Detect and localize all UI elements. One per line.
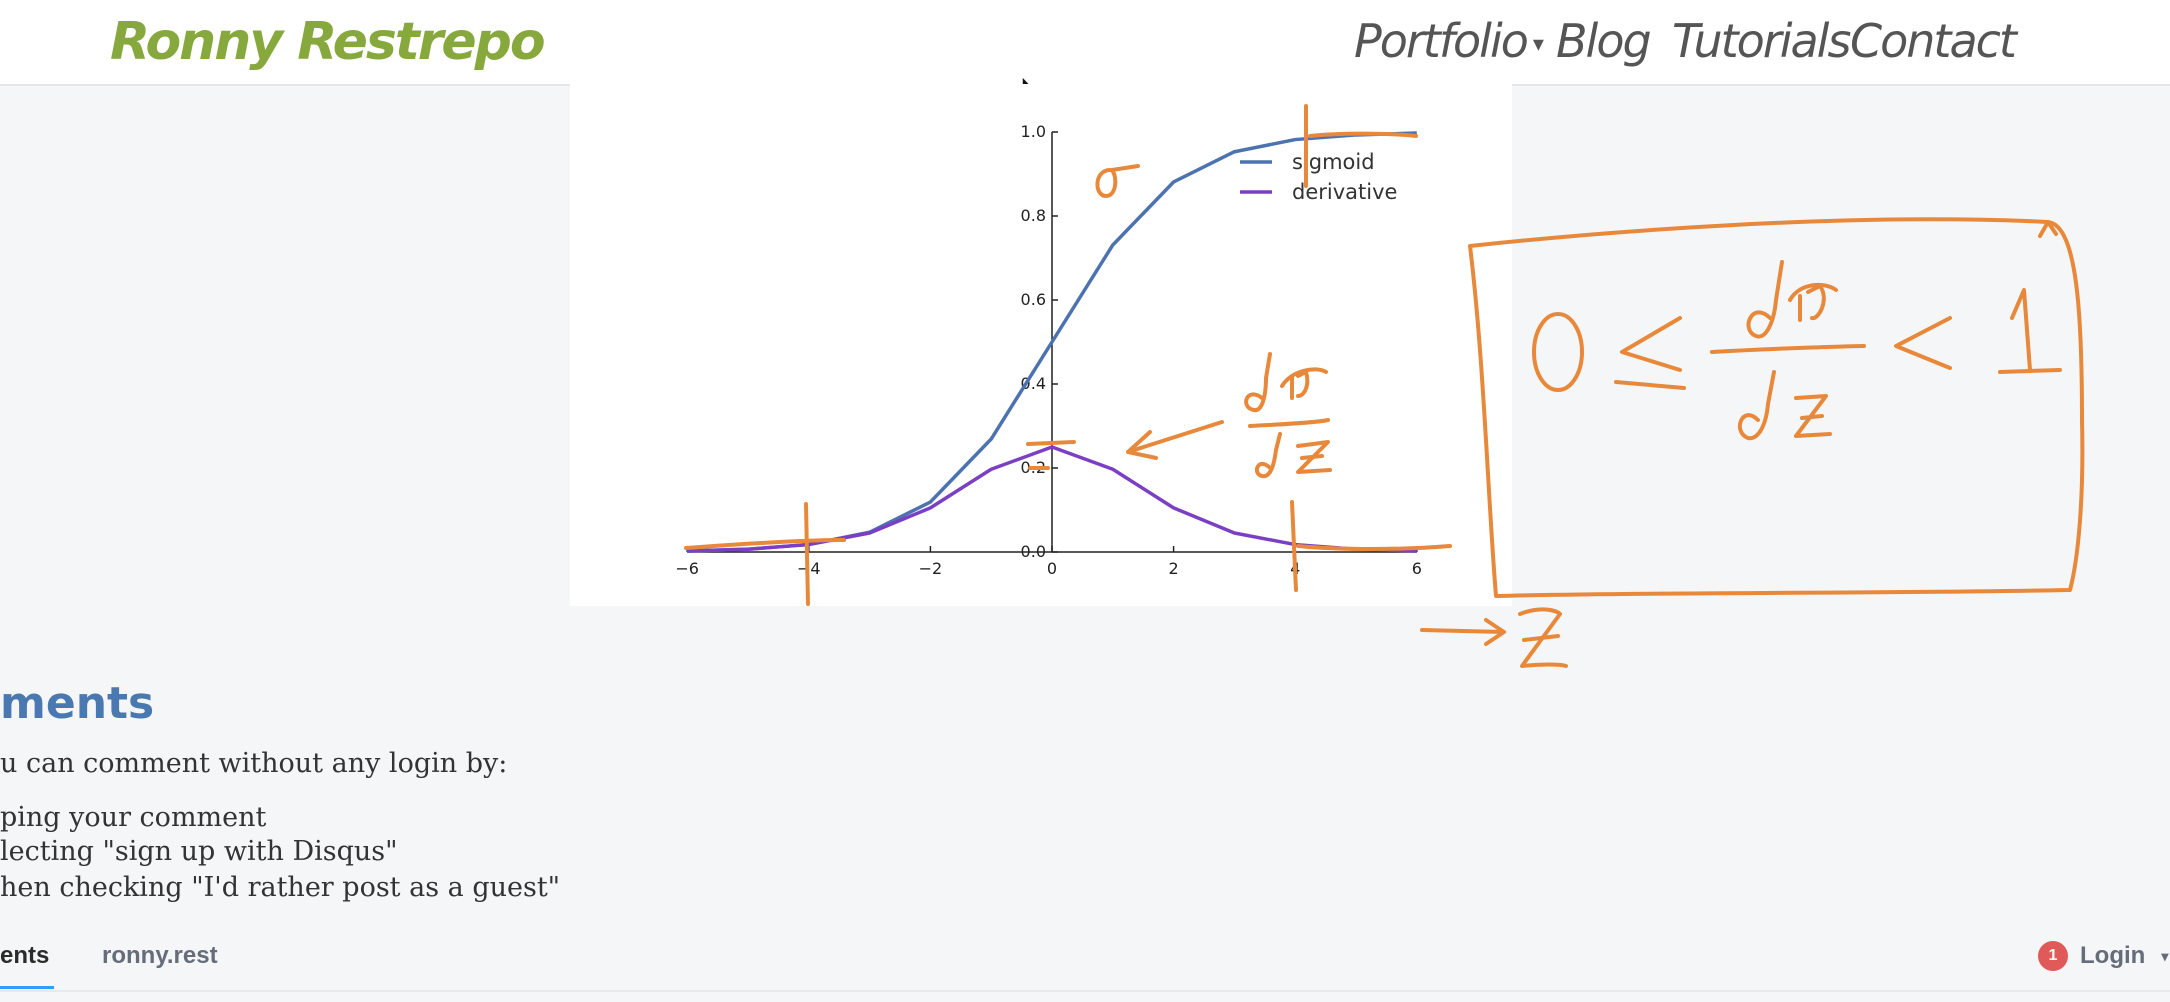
annotation-arrow [1420, 618, 1506, 646]
tab-comments[interactable]: ents [0, 942, 50, 969]
sigmoid-chart: −6 −4 −2 0 2 4 60.00.20.40.60.81.0sigmoidderiv… [675, 122, 1422, 578]
legend-label-sigmoid: sigmoid [1292, 150, 1375, 174]
comments-step-2: lecting "sign up with Disqus" [0, 836, 398, 867]
x-tick-label: 6 [1412, 559, 1422, 578]
site-header: Ronny Restrepo Portfolio ▾ Blog Tutorials… [0, 0, 2170, 86]
y-tick-label: 0.6 [1021, 290, 1046, 309]
annotation-fraction-bar [1710, 344, 1866, 354]
tabs-divider [0, 990, 2170, 992]
x-tick-label: 2 [1169, 559, 1179, 578]
nav-contact[interactable]: Contact [1850, 14, 2017, 68]
tab-community[interactable]: ronny.rest [102, 942, 218, 969]
x-tick-label: 0 [1047, 559, 1057, 578]
annotation-fraction-numerator [1746, 260, 1838, 339]
x-tick-label: 4 [1290, 559, 1300, 578]
site-logo[interactable]: Ronny Restrepo [110, 12, 546, 72]
annotation-less-than [1894, 316, 1952, 370]
x-tick-label: −6 [675, 559, 699, 578]
x-tick-label: −4 [797, 559, 821, 578]
nav-portfolio-label: Portfolio [1354, 14, 1529, 68]
nav-tutorials[interactable]: Tutorials [1672, 14, 1851, 68]
y-tick-label: 1.0 [1021, 122, 1046, 141]
annotation-box [1468, 217, 2085, 598]
y-tick-label: 0.2 [1021, 458, 1046, 477]
comments-step-3: hen checking "I'd rather post as a guest… [0, 872, 561, 903]
nav-portfolio[interactable]: Portfolio ▾ [1354, 14, 1544, 68]
comments-heading: ments [0, 678, 155, 729]
legend-label-derivative: derivative [1292, 180, 1397, 204]
login-button[interactable]: 1 Login ▾ [2038, 941, 2168, 971]
x-tick-label: −2 [919, 559, 943, 578]
active-tab-indicator [0, 986, 54, 989]
comments-intro: u can comment without any login by: [0, 748, 508, 779]
nav-blog[interactable]: Blog [1556, 14, 1652, 68]
annotation-one [1998, 288, 2062, 374]
chart-panel: −6 −4 −2 0 2 4 6 0.0 0.2 0.4 0.6 0.8 1.0 sigmoid deriv… [570, 84, 1512, 606]
login-label: Login [2080, 942, 2146, 969]
annotation-z [1518, 607, 1568, 668]
comments-step-1: ping your comment [0, 802, 267, 833]
chevron-down-icon: ▾ [1532, 32, 1544, 57]
notification-badge: 1 [2038, 941, 2068, 971]
annotation-box-tick [2038, 220, 2058, 238]
annotation-leq [1614, 316, 1686, 390]
annotation-fraction-denominator [1737, 370, 1832, 441]
annotation-zero [1532, 312, 1584, 392]
y-tick-label: 0.0 [1021, 542, 1046, 561]
chevron-down-icon: ▾ [2161, 947, 2169, 964]
y-tick-label: 0.8 [1021, 206, 1046, 225]
